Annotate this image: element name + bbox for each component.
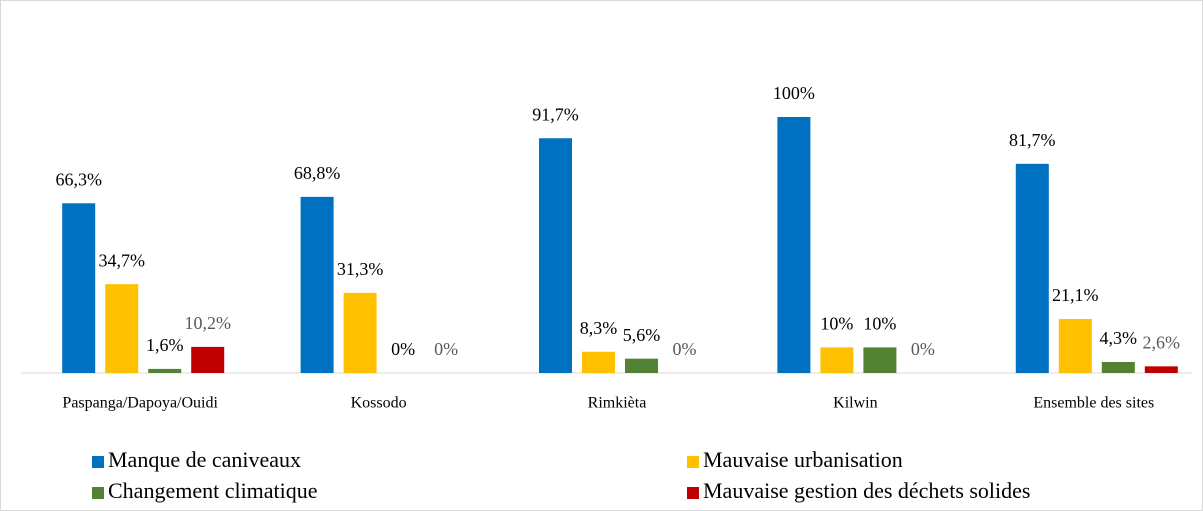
bar: [820, 347, 854, 373]
bar: [863, 347, 897, 373]
value-label: 100%: [773, 83, 815, 103]
value-label: 4,3%: [1100, 328, 1138, 348]
value-label: 8,3%: [580, 318, 618, 338]
legend-label: Mauvaise gestion des déchets solides: [703, 478, 1031, 503]
bar: [1144, 366, 1178, 373]
value-label: 21,1%: [1052, 285, 1099, 305]
bar: [582, 351, 615, 373]
x-tick-label: Kossodo: [351, 395, 407, 412]
value-label: 0%: [911, 339, 935, 359]
bar: [539, 138, 572, 373]
value-label: 31,3%: [337, 259, 384, 279]
value-label: 66,3%: [55, 169, 102, 189]
value-label: 0%: [673, 339, 697, 359]
x-tick-label: Paspanga/Dapoya/Ouidi: [62, 395, 218, 412]
bar: [1101, 361, 1135, 373]
legend-label: Manque de caniveaux: [108, 447, 301, 472]
bar: [1015, 163, 1049, 373]
bar: [343, 292, 377, 373]
x-tick-label: Ensemble des sites: [1033, 395, 1154, 412]
value-label: 68,8%: [294, 163, 341, 183]
value-label: 10,2%: [184, 313, 231, 333]
bar: [148, 368, 182, 373]
bar: [625, 358, 658, 373]
bar: [1058, 318, 1092, 373]
x-tick-label: Kilwin: [833, 395, 877, 412]
legend-label: Mauvaise urbanisation: [703, 447, 903, 472]
value-label: 91,7%: [532, 104, 579, 124]
value-label: 0%: [391, 339, 415, 359]
legend-swatch: [687, 456, 699, 468]
value-label: 0%: [434, 339, 458, 359]
legend-label: Changement climatique: [108, 478, 318, 503]
value-label: 5,6%: [623, 325, 661, 345]
value-label: 10%: [820, 314, 853, 334]
legend-swatch: [92, 487, 104, 499]
legend-swatch: [92, 456, 104, 468]
bar: [191, 346, 225, 373]
bar: [62, 203, 96, 373]
value-label: 10%: [863, 314, 896, 334]
x-tick-label: Rimkièta: [588, 395, 647, 412]
legend-swatch: [687, 487, 699, 499]
bar: [777, 117, 811, 373]
bar: [300, 196, 334, 373]
value-label: 1,6%: [146, 335, 184, 355]
value-label: 34,7%: [98, 250, 145, 270]
value-label: 2,6%: [1143, 332, 1181, 352]
value-label: 81,7%: [1009, 130, 1056, 150]
bar: [105, 284, 139, 373]
